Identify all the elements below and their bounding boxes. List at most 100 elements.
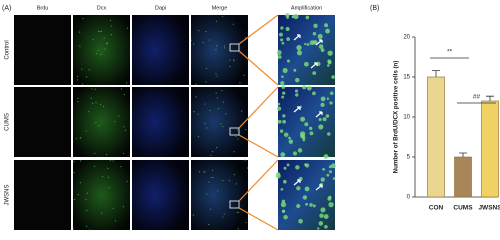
cell-dot	[320, 207, 326, 213]
micrograph	[132, 160, 189, 230]
y-tick-label: 0	[407, 195, 411, 201]
cell-dot	[233, 60, 235, 62]
cell-dot	[90, 97, 92, 99]
cell-dot	[319, 213, 324, 218]
cell-dot	[76, 79, 79, 81]
y-tick-label: 10	[403, 115, 410, 121]
cell-dot	[114, 220, 117, 222]
cell-dot	[210, 176, 213, 179]
cell-dot	[73, 172, 75, 174]
cell-dot	[308, 126, 313, 131]
cell-dot	[304, 122, 309, 127]
bar	[427, 76, 445, 198]
cell-dot	[192, 214, 195, 216]
cell-dot	[74, 198, 76, 201]
cell-dot	[112, 160, 114, 162]
cell-dot	[325, 114, 330, 118]
cell-dot	[97, 49, 99, 52]
cell-dot	[216, 146, 218, 149]
cell-dot	[120, 165, 122, 168]
cell-dot	[300, 133, 305, 139]
column-header: Dapi	[155, 5, 166, 11]
cell-dot	[324, 224, 328, 229]
cell-dot	[221, 90, 223, 92]
cell-dot	[86, 209, 88, 212]
zoom-line	[238, 159, 279, 202]
cell-dot	[312, 71, 317, 75]
cell-dot	[312, 32, 317, 36]
cell-dot	[295, 93, 299, 97]
cell-dot	[193, 43, 195, 45]
cell-dot	[197, 113, 199, 115]
cell-dot	[118, 115, 120, 117]
column-header: Amplification	[291, 5, 322, 11]
cell-dot	[222, 101, 225, 103]
cell-dot	[88, 111, 90, 113]
cell-dot	[102, 105, 105, 108]
cell-dot	[326, 97, 330, 100]
cell-dot	[328, 201, 334, 208]
cell-dot	[102, 176, 104, 178]
cell-dot	[286, 59, 291, 63]
cell-dot	[232, 23, 234, 25]
micrograph	[132, 15, 189, 85]
cell-dot	[281, 85, 286, 89]
arrow	[315, 184, 323, 191]
cell-dot	[110, 25, 112, 27]
cell-dot	[72, 227, 74, 230]
cell-dot	[304, 163, 307, 167]
cell-dot	[106, 42, 108, 44]
cell-dot	[217, 190, 219, 192]
cell-dot	[94, 88, 96, 90]
cell-dot	[89, 229, 91, 231]
cell-dot	[320, 96, 326, 102]
cell-dot	[279, 32, 283, 37]
cell-dot	[105, 153, 108, 156]
y-tick-label: 5	[407, 155, 411, 161]
cell-dot	[222, 216, 224, 218]
cell-dot	[205, 30, 207, 33]
cell-dot	[327, 132, 331, 136]
zoom-line	[238, 14, 279, 45]
cell-dot	[282, 119, 286, 124]
cell-dot	[100, 30, 103, 33]
cell-dot	[206, 127, 208, 129]
cell-dot	[91, 88, 93, 90]
micrograph	[191, 15, 248, 85]
cell-dot	[104, 48, 106, 50]
cell-dot	[225, 113, 227, 115]
cell-dot	[228, 180, 231, 182]
cell-dot	[79, 45, 81, 47]
cell-dot	[205, 68, 208, 70]
zoom-line	[238, 207, 279, 231]
cell-dot	[101, 212, 103, 214]
cell-dot	[125, 82, 128, 84]
bar	[481, 100, 499, 198]
cell-dot	[312, 204, 316, 208]
arrow	[293, 106, 301, 113]
cell-dot	[92, 102, 94, 104]
cell-dot	[94, 152, 96, 154]
cell-dot	[126, 27, 129, 29]
cell-dot	[294, 89, 299, 93]
cell-dot	[195, 83, 197, 85]
zoom-line	[238, 134, 279, 158]
cell-dot	[280, 201, 287, 208]
cell-dot	[317, 33, 323, 39]
cell-dot	[198, 30, 200, 32]
cell-dot	[88, 69, 90, 71]
column-header: Dcx	[97, 5, 107, 11]
cell-dot	[216, 20, 218, 22]
cell-dot	[209, 109, 211, 112]
cell-dot	[204, 122, 206, 125]
cell-dot	[222, 16, 224, 18]
cell-dot	[77, 101, 79, 103]
cell-dot	[318, 117, 322, 122]
cell-dot	[195, 96, 197, 98]
cell-dot	[77, 194, 79, 196]
cell-dot	[114, 120, 116, 123]
cell-dot	[78, 31, 81, 33]
cell-dot	[212, 176, 214, 179]
cell-dot	[282, 91, 286, 95]
cell-dot	[280, 81, 285, 86]
